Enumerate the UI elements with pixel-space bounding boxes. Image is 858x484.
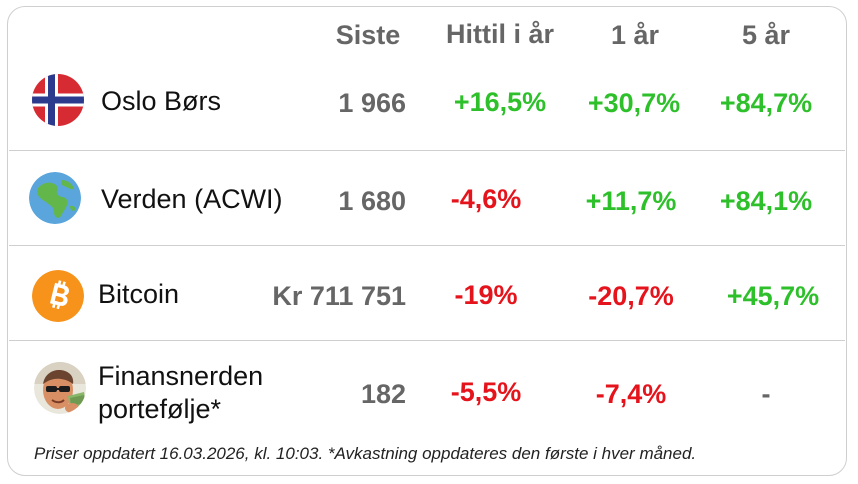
row-1y-verden-acwi: +11,7% [585, 186, 677, 216]
row-ytd-finansnerden: -5,5% [450, 377, 522, 407]
row-name-oslo-bors: Oslo Børs [101, 86, 222, 116]
row-name-verden-acwi: Verden (ACWI) [101, 184, 283, 214]
row-divider [9, 340, 845, 341]
row-divider [9, 245, 845, 246]
header-one-year: 1 år [610, 20, 660, 50]
row-5y-bitcoin: +45,7% [726, 281, 820, 311]
row-name-bitcoin: Bitcoin [98, 279, 180, 309]
row-name-finansnerden-line1: Finansnerden [98, 361, 264, 391]
row-ytd-oslo-bors: +16,5% [453, 87, 547, 117]
market-table-card [7, 6, 847, 476]
row-1y-bitcoin: -20,7% [588, 281, 674, 311]
row-1y-finansnerden: -7,4% [595, 379, 667, 409]
bitcoin-icon [32, 270, 84, 322]
row-5y-finansnerden: - [761, 379, 771, 409]
row-last-bitcoin: Kr 711 751 [272, 281, 406, 311]
header-last: Siste [335, 20, 401, 50]
row-divider [9, 150, 845, 151]
globe-icon [29, 172, 81, 224]
row-1y-oslo-bors: +30,7% [587, 88, 681, 118]
row-last-verden-acwi: 1 680 [338, 186, 406, 216]
row-name-finansnerden-line2: portefølje* [98, 394, 222, 424]
norway-flag-icon [32, 74, 84, 126]
avatar-icon [34, 362, 86, 414]
row-last-finansnerden: 182 [360, 379, 406, 409]
footnote: Priser oppdatert 16.03.2026, kl. 10:03. … [34, 444, 697, 463]
row-ytd-bitcoin: -19% [454, 280, 518, 310]
header-ytd: Hittil i år [445, 19, 554, 49]
row-last-oslo-bors: 1 966 [338, 88, 406, 118]
header-five-year: 5 år [741, 20, 791, 50]
row-5y-verden-acwi: +84,1% [719, 186, 813, 216]
row-5y-oslo-bors: +84,7% [719, 88, 813, 118]
row-ytd-verden-acwi: -4,6% [450, 184, 522, 214]
